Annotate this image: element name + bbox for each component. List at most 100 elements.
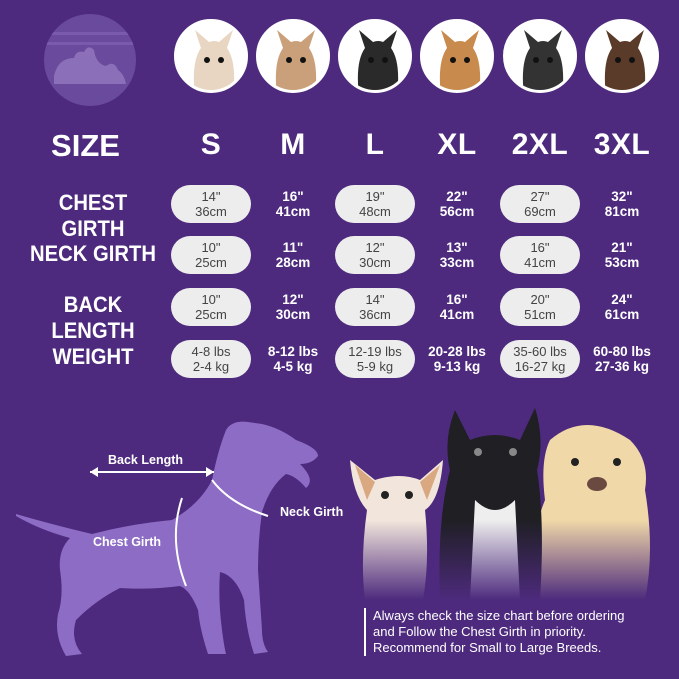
row-label-back-length: BACK LENGTH bbox=[51, 292, 135, 343]
table-cell: 16" 41cm bbox=[500, 236, 580, 274]
metric-value: 51cm bbox=[524, 307, 556, 322]
size-header: SIZE bbox=[51, 128, 120, 163]
back-length-label: Back Length bbox=[108, 453, 184, 467]
breed-avatar-beagle bbox=[420, 19, 494, 93]
size-header-3xl: 3XL bbox=[593, 128, 651, 161]
table-cell: 12" 30cm bbox=[253, 288, 333, 326]
imperial-value: 10" bbox=[201, 240, 221, 255]
imperial-value: 8-12 lbs bbox=[267, 344, 319, 359]
row-label-weight: WEIGHT bbox=[52, 344, 134, 369]
table-cell: 21" 53cm bbox=[582, 236, 662, 274]
imperial-value: 21" bbox=[611, 240, 633, 255]
metric-value: 30cm bbox=[275, 307, 311, 322]
table-cell: 22" 56cm bbox=[417, 185, 497, 223]
imperial-value: 10" bbox=[201, 292, 221, 307]
table-cell: 14" 36cm bbox=[335, 288, 415, 326]
imperial-value: 27" bbox=[530, 189, 550, 204]
note-line: Always check the size chart before order… bbox=[373, 608, 625, 623]
size-header-s: S bbox=[200, 128, 222, 161]
size-advice-note: Always check the size chart before order… bbox=[364, 608, 624, 656]
metric-value: 16-27 kg bbox=[514, 359, 566, 374]
imperial-value: 16" bbox=[446, 292, 468, 307]
note-line: and Follow the Chest Girth in priority. bbox=[373, 624, 586, 639]
imperial-value: 12" bbox=[365, 240, 385, 255]
metric-value: 36cm bbox=[359, 307, 391, 322]
row-label-neck-girth: NECK GIRTH bbox=[30, 241, 156, 266]
metric-value: 61cm bbox=[604, 307, 640, 322]
metric-value: 2-4 kg bbox=[192, 359, 230, 374]
table-cell: 14" 36cm bbox=[171, 185, 251, 223]
metric-value: 48cm bbox=[359, 204, 391, 219]
metric-value: 56cm bbox=[439, 204, 475, 219]
imperial-value: 11" bbox=[282, 240, 304, 255]
metric-value: 30cm bbox=[359, 255, 391, 270]
breed-avatar-doberman bbox=[585, 19, 659, 93]
row-label-chest-girth: CHEST GIRTH bbox=[58, 190, 128, 241]
table-cell: 20-28 lbs 9-13 kg bbox=[417, 340, 497, 378]
table-cell: 27" 69cm bbox=[500, 185, 580, 223]
table-cell: 4-8 lbs 2-4 kg bbox=[171, 340, 251, 378]
metric-value: 28cm bbox=[275, 255, 311, 270]
table-cell: 11" 28cm bbox=[253, 236, 333, 274]
dog-silhouette-icon bbox=[16, 421, 318, 656]
size-header-l: L bbox=[365, 128, 385, 161]
imperial-value: 13" bbox=[446, 240, 468, 255]
metric-value: 5-9 kg bbox=[356, 359, 394, 374]
table-cell: 16" 41cm bbox=[253, 185, 333, 223]
table-cell: 12-19 lbs 5-9 kg bbox=[335, 340, 415, 378]
neck-girth-label: Neck Girth bbox=[280, 505, 344, 519]
table-cell: 60-80 lbs 27-36 kg bbox=[582, 340, 662, 378]
dog-silhouette-diagram bbox=[16, 421, 318, 656]
size-header-m: M bbox=[280, 128, 306, 161]
imperial-value: 35-60 lbs bbox=[513, 344, 567, 359]
imperial-value: 16" bbox=[530, 240, 550, 255]
metric-value: 53cm bbox=[604, 255, 640, 270]
metric-value: 41cm bbox=[524, 255, 556, 270]
table-cell: 20" 51cm bbox=[500, 288, 580, 326]
metric-value: 36cm bbox=[195, 204, 227, 219]
pet-logo-icon bbox=[44, 14, 136, 106]
size-header-2xl: 2XL bbox=[511, 128, 569, 161]
metric-value: 41cm bbox=[275, 204, 311, 219]
breed-avatar-chihuahua bbox=[174, 19, 248, 93]
imperial-value: 24" bbox=[611, 292, 633, 307]
imperial-value: 12-19 lbs bbox=[348, 344, 402, 359]
metric-value: 69cm bbox=[524, 204, 556, 219]
metric-value: 33cm bbox=[439, 255, 475, 270]
metric-value: 41cm bbox=[439, 307, 475, 322]
table-cell: 13" 33cm bbox=[417, 236, 497, 274]
metric-value: 4-5 kg bbox=[273, 359, 313, 374]
chest-girth-label: Chest Girth bbox=[93, 535, 162, 549]
table-cell: 16" 41cm bbox=[417, 288, 497, 326]
imperial-value: 14" bbox=[365, 292, 385, 307]
metric-value: 25cm bbox=[195, 255, 227, 270]
breed-avatar-boston-terrier bbox=[338, 19, 412, 93]
imperial-value: 19" bbox=[365, 189, 385, 204]
imperial-value: 20-28 lbs bbox=[428, 344, 486, 359]
table-cell: 19" 48cm bbox=[335, 185, 415, 223]
imperial-value: 32" bbox=[611, 189, 633, 204]
imperial-value: 12" bbox=[282, 292, 304, 307]
imperial-value: 16" bbox=[282, 189, 304, 204]
metric-value: 81cm bbox=[604, 204, 640, 219]
table-cell: 10" 25cm bbox=[171, 236, 251, 274]
size-header-xl: XL bbox=[437, 128, 477, 161]
imperial-value: 14" bbox=[201, 189, 221, 204]
breed-avatar-shih-tzu bbox=[256, 19, 330, 93]
imperial-value: 4-8 lbs bbox=[191, 344, 231, 359]
table-cell: 35-60 lbs 16-27 kg bbox=[500, 340, 580, 378]
table-cell: 12" 30cm bbox=[335, 236, 415, 274]
metric-value: 27-36 kg bbox=[594, 359, 650, 374]
imperial-value: 20" bbox=[530, 292, 550, 307]
dogs-photo bbox=[345, 400, 665, 600]
imperial-value: 60-80 lbs bbox=[593, 344, 651, 359]
breed-avatar-border-collie bbox=[503, 19, 577, 93]
table-cell: 10" 25cm bbox=[171, 288, 251, 326]
table-cell: 24" 61cm bbox=[582, 288, 662, 326]
imperial-value: 22" bbox=[446, 189, 468, 204]
table-cell: 32" 81cm bbox=[582, 185, 662, 223]
note-line: Recommend for Small to Large Breeds. bbox=[373, 640, 602, 655]
metric-value: 25cm bbox=[195, 307, 227, 322]
metric-value: 9-13 kg bbox=[433, 359, 481, 374]
table-cell: 8-12 lbs 4-5 kg bbox=[253, 340, 333, 378]
